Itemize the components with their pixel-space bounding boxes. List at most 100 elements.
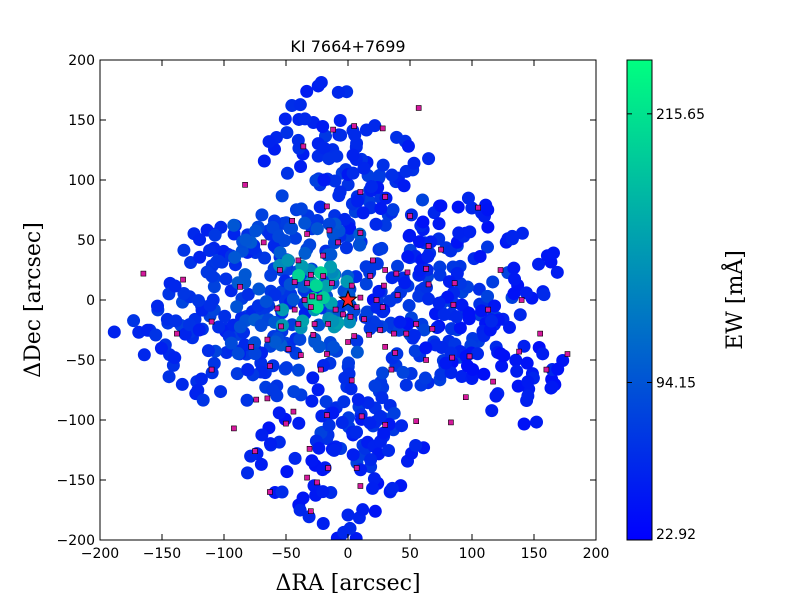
sightline-marker [325,321,331,327]
sightline-marker [267,363,273,369]
field-point [192,323,206,337]
field-point [402,299,416,313]
sightline-marker [264,336,271,343]
field-point [292,416,306,430]
field-point [266,359,280,373]
field-point [207,280,221,294]
field-point [386,203,400,217]
field-point [339,241,353,255]
sightline-marker [325,465,331,471]
field-point [298,246,312,260]
field-point [292,268,306,282]
field-point [168,279,182,293]
field-point [249,224,263,238]
sightline-marker [404,269,411,276]
field-point [281,253,295,267]
sightline-marker [382,194,389,200]
sightline-marker [300,143,307,150]
field-point [385,481,399,495]
sightline-marker [415,105,422,111]
sightline-marker [304,474,310,481]
sightline-marker [413,418,420,425]
sightline-marker [295,257,302,264]
field-point [413,235,427,249]
field-point [505,229,519,243]
field-point [434,367,448,381]
field-point [470,347,484,361]
field-point [294,202,308,216]
field-point [398,276,412,290]
field-point [312,441,326,455]
field-point [341,508,355,522]
field-point [227,218,241,232]
sightline-marker [381,282,387,289]
sightline-marker [285,346,292,353]
field-point [450,310,464,324]
field-point [363,416,377,430]
field-point [287,385,301,399]
field-point [450,266,464,280]
field-point [510,364,524,378]
field-point [507,261,521,275]
field-point [417,323,431,337]
sightline-marker [307,304,314,311]
field-point [255,208,269,222]
sightline-marker [448,419,454,426]
sightline-marker [278,323,284,330]
field-point [337,395,351,409]
field-point [175,377,189,391]
y-tick-label: 200 [68,53,95,69]
field-point [322,152,336,166]
sightline-marker [174,330,180,337]
field-point [283,221,297,235]
sightline-marker [369,257,376,264]
field-point [521,389,535,403]
sightline-marker [264,395,271,402]
sightline-marker [391,330,397,337]
field-point [550,265,564,279]
field-point [191,383,205,397]
field-point [177,243,191,257]
colorbar-ticks: 22.92 94.15 215.65 [627,107,705,543]
field-point [545,380,559,394]
field-point [390,130,404,144]
field-point [241,287,255,301]
sightline-marker [537,330,544,337]
field-point [346,148,360,162]
field-point [193,250,207,264]
field-point [402,229,416,243]
field-point [488,299,502,313]
sightline-marker [425,281,432,288]
field-point [196,393,210,407]
field-point [353,238,367,252]
sightline-marker [379,125,386,132]
field-point [419,341,433,355]
field-point [363,322,377,336]
field-point [451,200,465,214]
field-point [444,366,458,380]
sightline-marker [248,343,255,350]
field-point [309,278,323,292]
field-point [177,287,191,301]
field-point [168,351,182,365]
sightline-marker [324,412,330,419]
x-tick-label: 100 [459,546,486,562]
sightline-marker [475,204,482,211]
sightline-marker [332,306,339,313]
field-point [432,217,446,231]
sightline-marker [291,306,298,313]
field-point [239,233,253,247]
sightline-marker [564,351,571,357]
field-point [169,314,183,328]
sightline-marker [403,330,410,337]
sightline-marker [466,353,473,360]
field-point [154,341,168,355]
sightline-marker [462,394,469,401]
x-tick-label: 150 [521,546,548,562]
field-point [334,128,348,142]
y-tick-label: 150 [68,113,95,129]
field-point [517,417,531,431]
sightline-marker [382,267,389,273]
field-point [328,174,342,188]
